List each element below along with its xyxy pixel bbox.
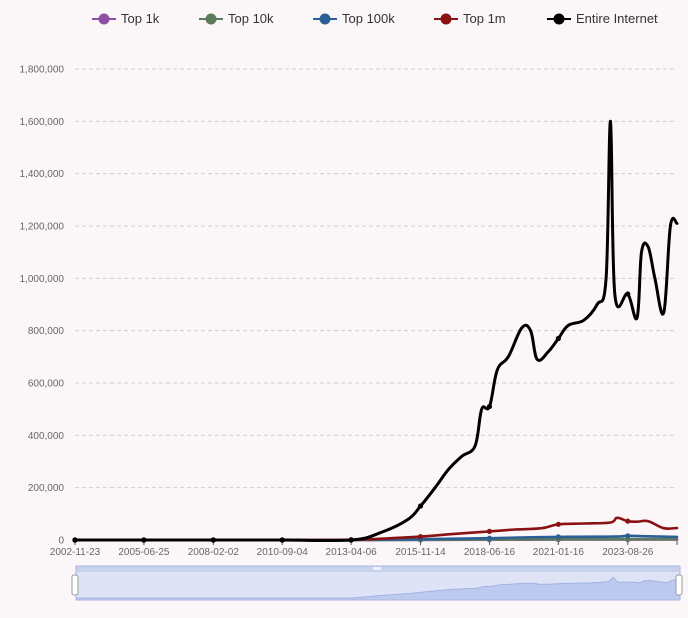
data-point[interactable] (555, 335, 561, 342)
y-tick-label: 0 (58, 536, 64, 547)
legend-marker-icon (319, 13, 331, 25)
data-point[interactable] (486, 528, 493, 534)
data-point[interactable] (555, 534, 561, 540)
y-tick-label: 600,000 (28, 379, 65, 390)
data-point[interactable] (72, 537, 78, 543)
series-line-entire-internet[interactable] (73, 119, 679, 543)
legend-label: Entire Internet (576, 11, 658, 26)
legend-label: Top 1m (463, 11, 506, 26)
x-tick-label: 2010-09-04 (257, 547, 309, 558)
legend-item-top-1k[interactable]: Top 1k (92, 11, 160, 26)
y-axis: 0 200,000 400,000 600,000 800,000 1,000,000 1,… (20, 65, 65, 547)
x-tick-label: 2013-04-06 (326, 547, 378, 558)
x-tick-label: 2015-11-14 (395, 547, 446, 558)
y-tick-label: 200,000 (28, 483, 65, 494)
zoom-right-handle[interactable] (675, 574, 683, 596)
legend-marker-icon (205, 13, 217, 25)
legend-item-top-1m[interactable]: Top 1m (434, 11, 506, 26)
y-tick-label: 400,000 (28, 431, 65, 442)
data-point[interactable] (348, 537, 354, 543)
x-tick-label: 2005-06-25 (118, 547, 170, 558)
y-tick-label: 1,200,000 (20, 222, 65, 233)
legend-marker-icon (553, 13, 565, 25)
grid-lines (75, 68, 677, 489)
x-tick-label: 2002-11-23 (50, 547, 101, 558)
y-tick-label: 1,000,000 (20, 274, 65, 285)
data-point[interactable] (555, 521, 561, 527)
legend-item-top-10k[interactable]: Top 10k (199, 11, 274, 26)
x-tick-label: 2018-06-16 (464, 547, 516, 558)
data-point[interactable] (210, 537, 216, 543)
legend-label: Top 100k (342, 11, 395, 26)
legend-marker-icon (440, 13, 452, 25)
zoom-preview-area (75, 576, 681, 601)
x-tick-label: 2021-01-16 (533, 547, 585, 558)
y-tick-label: 800,000 (28, 326, 65, 337)
data-point[interactable] (486, 535, 493, 541)
y-tick-label: 1,600,000 (20, 117, 65, 128)
data-point[interactable] (625, 291, 631, 297)
x-tick-label: 2023-08-26 (602, 547, 654, 558)
y-tick-label: 1,400,000 (20, 169, 65, 180)
legend-label: Top 1k (121, 11, 160, 26)
series-layer (72, 119, 679, 543)
x-axis: 2002-11-23 2005-06-25 2008-02-02 2010-09-04… (50, 539, 678, 558)
data-point[interactable] (625, 518, 631, 524)
y-tick-label: 1,800,000 (20, 65, 65, 76)
legend-marker-icon (98, 13, 110, 25)
legend-item-top-100k[interactable]: Top 100k (313, 11, 395, 26)
data-point[interactable] (625, 533, 631, 539)
series-entire-internet (72, 119, 679, 543)
data-point[interactable] (417, 533, 424, 540)
data-point[interactable] (279, 537, 285, 543)
legend: Top 1k Top 10k Top 100k Top 1m Entire Intern… (92, 11, 658, 26)
x-tick-label: 2008-02-02 (188, 547, 240, 558)
data-point[interactable] (417, 503, 424, 509)
legend-label: Top 10k (228, 11, 274, 26)
data-zoom-slider[interactable] (71, 565, 683, 601)
zoom-left-handle[interactable] (71, 574, 79, 596)
legend-item-entire-internet[interactable]: Entire Internet (547, 11, 658, 26)
data-point[interactable] (486, 403, 493, 410)
zoom-grip-icon (373, 567, 381, 570)
zoom-selection[interactable] (75, 565, 681, 601)
data-point[interactable] (141, 537, 147, 543)
